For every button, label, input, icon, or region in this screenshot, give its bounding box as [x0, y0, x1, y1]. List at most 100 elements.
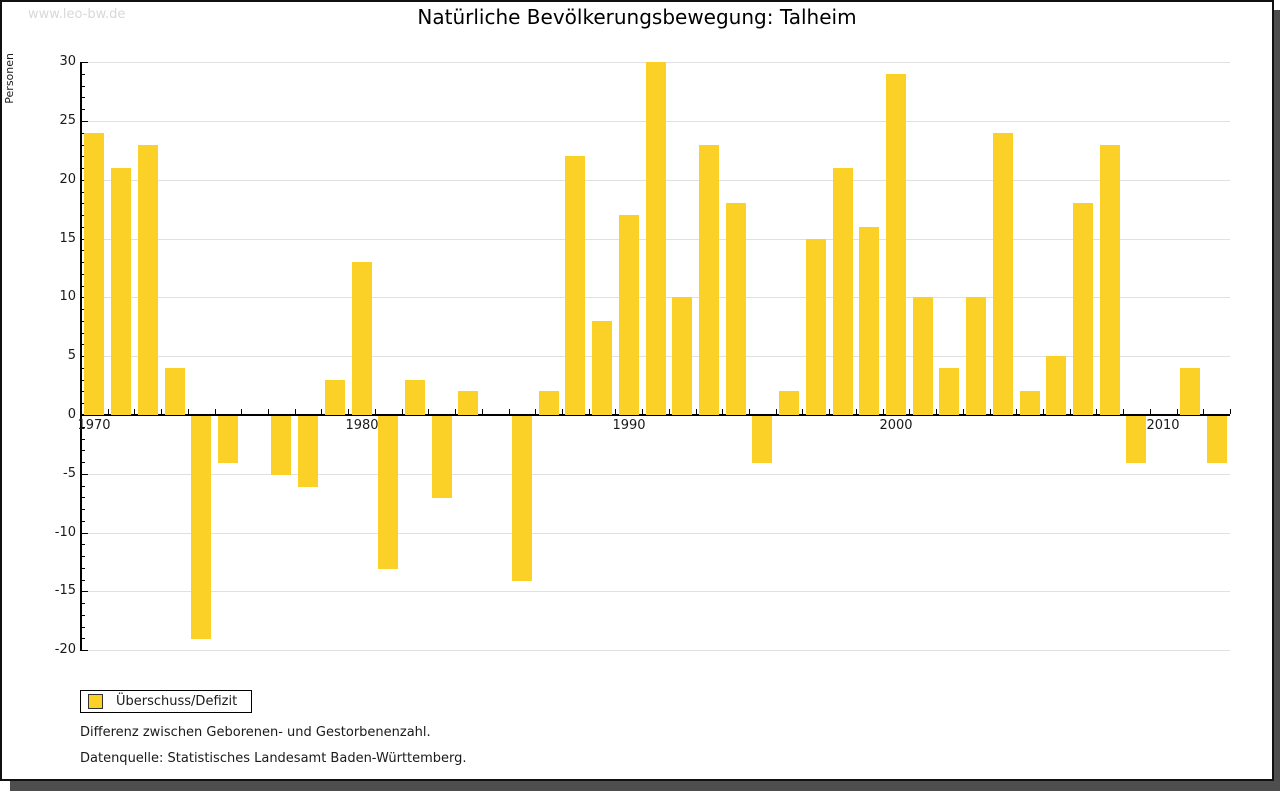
bar-2002	[939, 368, 959, 415]
x-tick	[268, 409, 269, 414]
legend: Überschuss/Defizit	[80, 690, 253, 713]
x-tick	[562, 409, 563, 414]
y-tick	[81, 427, 85, 428]
bar-1992	[672, 297, 692, 415]
x-tick	[402, 409, 403, 414]
y-tick	[81, 556, 85, 557]
x-tick	[295, 409, 296, 414]
bar-2008	[1100, 145, 1120, 415]
x-tick	[482, 409, 483, 414]
y-tick	[81, 638, 85, 639]
y-tick	[81, 62, 88, 63]
bar-2009	[1126, 416, 1146, 463]
y-tick-label: 0	[67, 407, 76, 422]
x-tick	[669, 409, 670, 414]
x-tick	[375, 409, 376, 414]
x-tick	[589, 409, 590, 414]
bar-1998	[833, 168, 853, 415]
y-tick	[81, 497, 85, 498]
bar-2003	[966, 297, 986, 415]
y-tick	[81, 544, 85, 545]
y-tick	[81, 509, 85, 510]
x-tick	[428, 409, 429, 414]
y-tick-label: 30	[59, 54, 76, 69]
footnote-source: Datenquelle: Statistisches Landesamt Bad…	[80, 751, 467, 766]
x-tick	[161, 409, 162, 414]
y-tick	[81, 403, 85, 404]
window-shadow-bottom	[10, 781, 1280, 791]
bar-1977	[271, 416, 291, 475]
y-tick	[81, 227, 85, 228]
y-tick	[81, 615, 85, 616]
y-tick	[81, 309, 85, 310]
x-tick-label-2000: 2000	[879, 418, 913, 433]
y-tick	[81, 450, 85, 451]
bar-1991	[646, 62, 666, 415]
y-tick	[81, 486, 85, 487]
bar-1994	[726, 203, 746, 415]
watermark: www.leo-bw.de	[28, 7, 126, 22]
y-tick-label: 25	[59, 113, 76, 128]
y-tick-label: -15	[54, 583, 76, 598]
x-tick	[829, 409, 830, 414]
y-tick-label: 10	[59, 289, 76, 304]
bar-1997	[806, 239, 826, 415]
x-tick	[81, 409, 82, 414]
x-tick	[1177, 409, 1178, 414]
y-tick	[81, 109, 85, 110]
y-tick	[81, 474, 88, 475]
x-tick	[909, 409, 910, 414]
bar-1990	[619, 215, 639, 415]
x-tick	[1070, 409, 1071, 414]
x-tick	[241, 409, 242, 414]
bar-1982	[405, 380, 425, 415]
x-tick	[188, 409, 189, 414]
y-tick	[81, 439, 85, 440]
x-tick	[215, 409, 216, 414]
y-tick	[81, 286, 85, 287]
bar-1981	[378, 416, 398, 569]
x-tick	[348, 409, 349, 414]
bar-1986	[512, 416, 532, 581]
gridline	[81, 591, 1230, 592]
x-tick	[1016, 409, 1017, 414]
y-tick	[81, 568, 85, 569]
x-tick	[990, 409, 991, 414]
y-tick	[81, 603, 85, 604]
bar-2012	[1207, 416, 1227, 463]
y-tick	[81, 380, 85, 381]
bar-2001	[913, 297, 933, 415]
y-tick	[81, 156, 85, 157]
x-tick	[722, 409, 723, 414]
x-tick	[802, 409, 803, 414]
bar-1983	[432, 416, 452, 498]
bar-2000	[886, 74, 906, 415]
x-tick-label-1990: 1990	[612, 418, 646, 433]
y-tick	[81, 86, 85, 87]
x-tick	[1043, 409, 1044, 414]
x-tick	[108, 409, 109, 414]
y-tick-label: -5	[63, 466, 76, 481]
x-tick	[642, 409, 643, 414]
x-tick	[936, 409, 937, 414]
y-tick	[81, 462, 85, 463]
bar-1988	[565, 156, 585, 415]
y-axis-label: Personen	[3, 53, 16, 104]
y-tick	[81, 250, 85, 251]
x-tick	[883, 409, 884, 414]
y-tick-label: -10	[54, 525, 76, 540]
x-tick	[1203, 409, 1204, 414]
y-tick	[81, 74, 85, 75]
bar-1995	[752, 416, 772, 463]
y-tick	[81, 168, 85, 169]
x-tick	[1123, 409, 1124, 414]
y-tick	[81, 580, 85, 581]
bar-1972	[138, 145, 158, 415]
plot-area: 1970 1980 1990 2000 2010	[77, 62, 1231, 651]
bar-1987	[539, 391, 559, 415]
x-tick	[1096, 409, 1097, 414]
bar-1996	[779, 391, 799, 415]
bar-1993	[699, 145, 719, 415]
y-tick	[81, 97, 85, 98]
legend-label: Überschuss/Defizit	[116, 694, 238, 709]
